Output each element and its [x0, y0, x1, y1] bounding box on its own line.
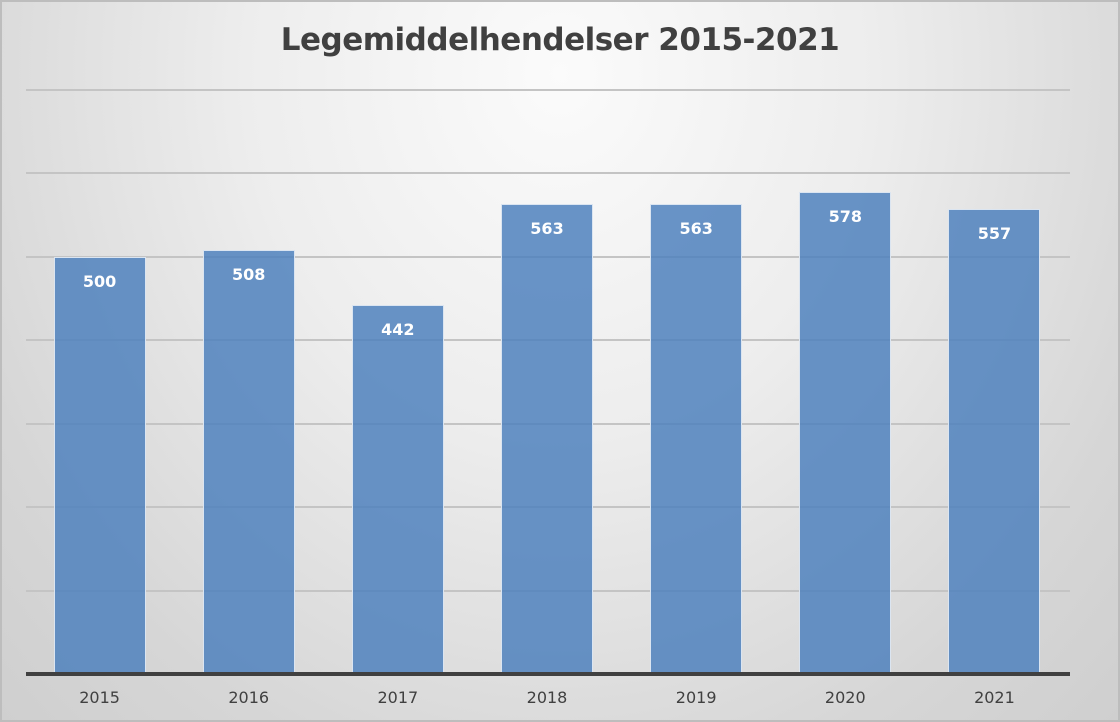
data-label: 442	[381, 320, 415, 340]
data-label: 578	[828, 206, 862, 226]
x-tick-label: 2018	[526, 688, 568, 707]
data-label: 563	[530, 219, 564, 239]
data-label: 557	[977, 224, 1012, 244]
x-tick-label: 2015	[79, 688, 120, 707]
bar-2015[interactable]: 500	[53, 256, 146, 674]
bar-2018[interactable]: 563	[501, 204, 593, 674]
gridline	[26, 89, 1070, 91]
data-label: 508	[232, 265, 266, 285]
data-label: 500	[82, 271, 117, 291]
gridline	[26, 172, 1070, 175]
bar-2016[interactable]: 508	[202, 250, 295, 674]
bar-2017[interactable]: 442	[351, 305, 444, 674]
bar-2021[interactable]: 557	[948, 209, 1041, 674]
data-label: 563	[679, 219, 713, 239]
x-tick-label: 2017	[377, 688, 419, 707]
x-tick-label: 2016	[228, 688, 270, 707]
x-tick-label: 2020	[824, 688, 866, 707]
bar-2020[interactable]: 578	[799, 191, 892, 674]
x-axis-line	[26, 672, 1070, 676]
bar-2019[interactable]: 563	[650, 204, 743, 674]
x-tick-label: 2019	[675, 688, 717, 707]
plot-area: 500 508 442 563 563 578 557	[26, 89, 1070, 676]
chart-title: Legemiddelhendelser 2015-2021	[280, 22, 840, 58]
x-tick-label: 2021	[974, 688, 1015, 707]
